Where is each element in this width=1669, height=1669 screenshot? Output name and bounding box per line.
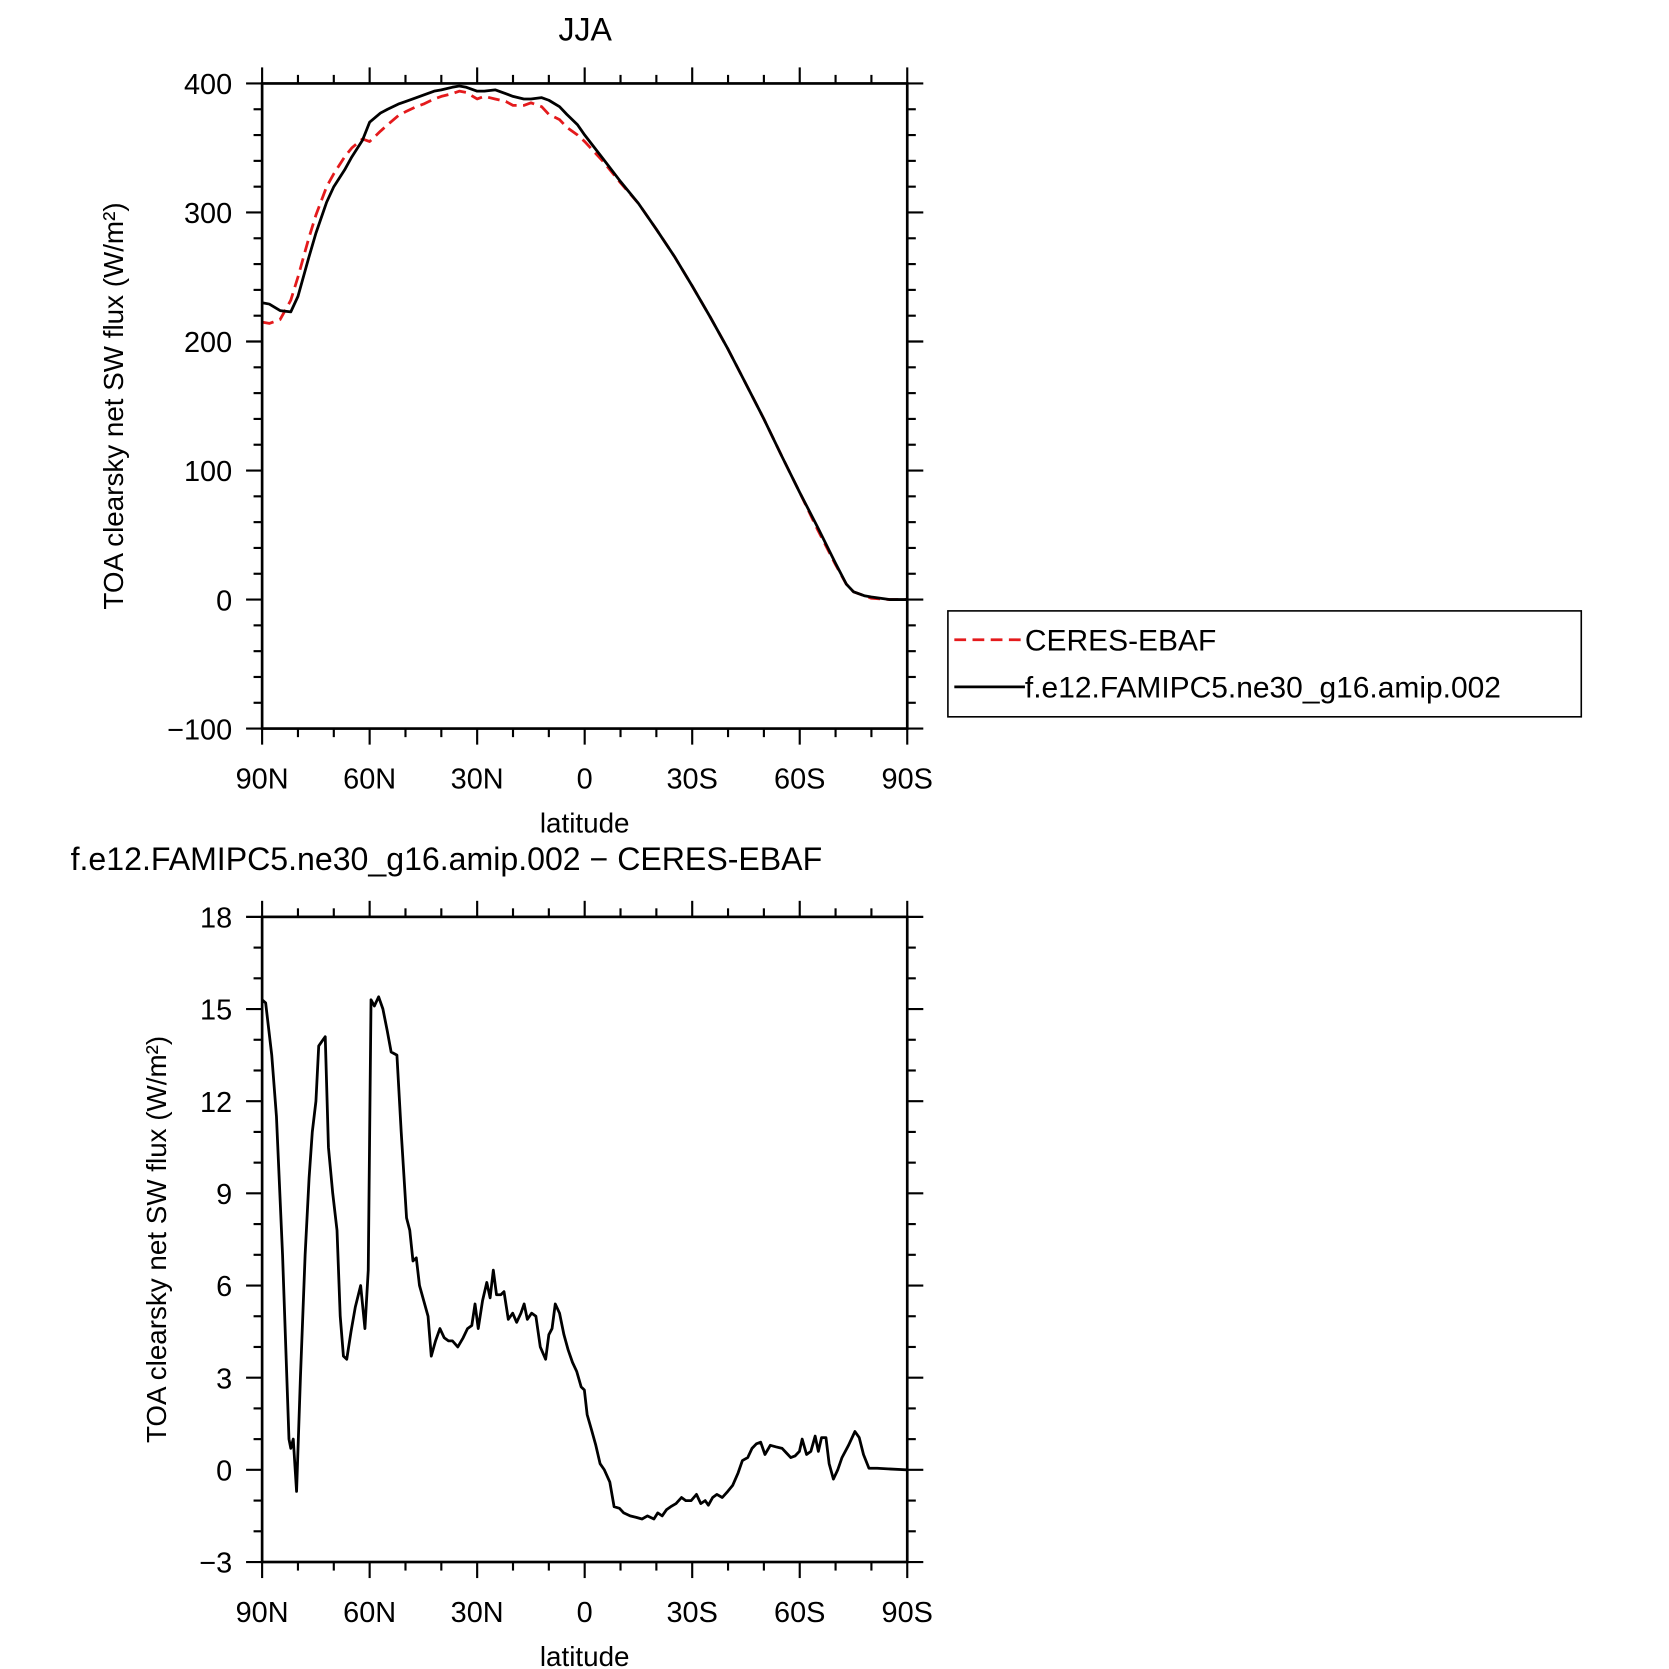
data-line (261, 84, 908, 601)
x-tick-label: 60N (343, 1597, 396, 1629)
y-tick-label: 3 (216, 1363, 232, 1395)
x-tick-label: 30N (451, 1597, 504, 1629)
x-tick-label: 90S (882, 1597, 933, 1629)
x-tick-label: 0 (577, 763, 593, 795)
y-tick-label: 15 (200, 995, 232, 1027)
x-tick-label: 60S (774, 763, 825, 795)
legend-label: CERES-EBAF (1025, 624, 1216, 657)
y-tick-label: 12 (200, 1087, 232, 1119)
y-tick-label: 200 (184, 327, 232, 359)
y-tick-label: 6 (216, 1271, 232, 1303)
x-tick-label: 60S (774, 1597, 825, 1629)
plot-frame (260, 82, 909, 730)
x-tick-label: 0 (577, 1597, 593, 1629)
legend-label: f.e12.FAMIPC5.ne30_g16.amip.002 (1025, 672, 1501, 705)
data-line (261, 995, 908, 1521)
y-tick-label: 400 (184, 69, 232, 101)
y-tick-label: −100 (167, 714, 232, 746)
x-tick-label: 30S (667, 1597, 718, 1629)
plot-frame (260, 915, 909, 1564)
y-tick-label: −3 (199, 1548, 232, 1580)
x-tick-label: 30S (667, 763, 718, 795)
x-tick-label: 90S (882, 763, 933, 795)
x-tick-label: 90N (236, 1597, 289, 1629)
x-tick-label: 60N (343, 763, 396, 795)
y-tick-label: 18 (200, 903, 232, 935)
y-axis-label: TOA clearsky net SW flux (W/m²) (141, 1036, 172, 1443)
x-tick-label: 90N (236, 763, 289, 795)
data-line (261, 89, 908, 601)
legend-box (947, 610, 1583, 718)
x-axis-label: latitude (540, 807, 630, 838)
y-tick-label: 300 (184, 198, 232, 230)
x-tick-label: 30N (451, 763, 504, 795)
y-tick-label: 9 (216, 1179, 232, 1211)
y-tick-label: 0 (216, 585, 232, 617)
y-tick-label: 100 (184, 456, 232, 488)
x-axis-label: latitude (540, 1641, 630, 1669)
chart-title: JJA (558, 12, 612, 48)
y-axis-label: TOA clearsky net SW flux (W/m²) (98, 202, 129, 609)
y-tick-label: 0 (216, 1456, 232, 1488)
chart-title: f.e12.FAMIPC5.ne30_g16.amip.002 − CERES-… (71, 841, 823, 877)
